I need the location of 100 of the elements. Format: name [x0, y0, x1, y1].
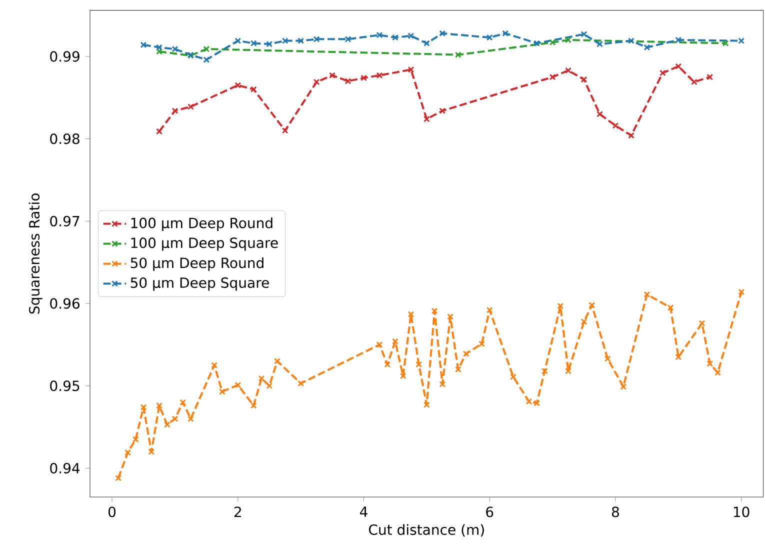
- point: [180, 399, 186, 406]
- point: [738, 288, 745, 296]
- point: [298, 38, 304, 44]
- x-axis-title: Cut distance (m): [369, 524, 484, 537]
- point: [156, 44, 162, 51]
- point: [675, 63, 682, 70]
- point: [234, 38, 242, 44]
- point: [156, 402, 162, 409]
- point: [234, 82, 242, 88]
- point: [439, 30, 446, 37]
- point: [557, 302, 564, 310]
- point: [172, 108, 178, 114]
- point: [549, 39, 556, 46]
- point: [534, 40, 540, 46]
- point: [628, 132, 634, 139]
- point: [565, 67, 572, 74]
- point: [266, 40, 273, 48]
- point: [486, 34, 493, 41]
- y-tick-label: 0.99: [50, 51, 80, 62]
- point: [250, 86, 257, 93]
- point: [218, 388, 226, 395]
- point: [376, 72, 383, 79]
- point: [486, 306, 493, 314]
- x-tick-label: 6: [486, 506, 494, 518]
- point: [541, 368, 548, 374]
- point: [644, 291, 650, 298]
- x-tick-label: 10: [734, 506, 750, 518]
- point: [604, 355, 611, 362]
- point: [580, 31, 588, 38]
- point: [384, 361, 391, 368]
- point: [690, 78, 698, 86]
- point: [667, 304, 674, 311]
- y-tick-label: 0.96: [50, 298, 80, 309]
- point: [188, 416, 194, 422]
- point: [274, 358, 280, 364]
- point: [164, 421, 170, 428]
- point: [698, 320, 706, 326]
- point: [447, 313, 454, 320]
- x-tick-label: 0: [108, 506, 116, 518]
- point: [400, 372, 406, 380]
- point: [620, 383, 627, 390]
- point: [549, 74, 556, 80]
- point: [156, 48, 162, 55]
- point: [258, 375, 265, 382]
- point: [423, 40, 430, 46]
- point: [344, 78, 352, 84]
- point: [565, 368, 572, 374]
- point: [462, 350, 470, 357]
- point: [612, 122, 619, 129]
- point: [234, 382, 242, 388]
- point: [344, 36, 352, 42]
- legend-label: 100 µm Deep Round: [131, 217, 272, 231]
- point: [659, 70, 666, 76]
- point: [416, 361, 422, 368]
- point: [360, 74, 367, 82]
- point: [596, 110, 603, 118]
- point: [565, 36, 572, 44]
- x-tick-label: 8: [612, 506, 619, 518]
- point: [706, 74, 714, 80]
- point: [203, 46, 210, 52]
- point: [439, 380, 446, 388]
- x-tick-label: 2: [234, 506, 241, 517]
- y-tick-label: 0.94: [50, 462, 80, 474]
- point: [408, 66, 414, 73]
- point: [596, 40, 603, 48]
- point: [675, 36, 682, 44]
- point: [211, 362, 218, 368]
- point: [439, 108, 446, 114]
- y-tick-label: 0.95: [50, 380, 80, 392]
- point: [392, 338, 398, 345]
- legend-label: 100 µm Deep Square: [131, 238, 278, 251]
- point: [148, 448, 155, 455]
- point: [188, 103, 194, 110]
- point: [454, 52, 462, 58]
- point: [124, 449, 131, 456]
- point: [140, 404, 147, 410]
- point: [172, 416, 178, 422]
- point: [250, 40, 257, 46]
- point: [644, 44, 650, 51]
- point: [313, 78, 320, 86]
- point: [738, 38, 745, 44]
- point: [392, 34, 398, 41]
- point: [502, 30, 509, 37]
- legend-label: 50 µm Deep Square: [130, 277, 269, 291]
- point: [115, 474, 122, 482]
- point: [478, 340, 485, 348]
- point: [580, 76, 588, 83]
- y-tick-label: 0.98: [50, 133, 80, 144]
- point: [431, 308, 438, 314]
- point: [329, 72, 336, 79]
- point: [156, 128, 162, 135]
- point: [675, 354, 682, 360]
- point: [510, 374, 516, 380]
- point: [714, 369, 721, 376]
- point: [706, 360, 714, 367]
- point: [140, 42, 147, 48]
- point: [172, 46, 178, 52]
- point: [266, 382, 273, 390]
- point: [376, 341, 383, 348]
- point: [408, 32, 414, 40]
